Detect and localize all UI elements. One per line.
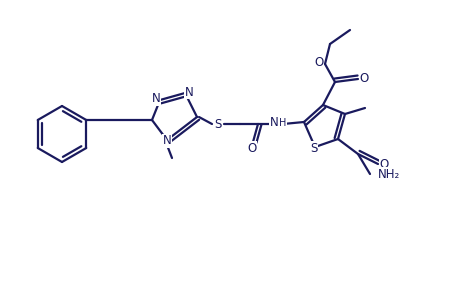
Text: NH₂: NH₂ — [378, 168, 400, 180]
Text: O: O — [314, 56, 324, 69]
Text: S: S — [310, 142, 318, 155]
Text: S: S — [214, 118, 222, 131]
Text: O: O — [379, 158, 389, 171]
Text: N: N — [152, 92, 160, 105]
Text: N: N — [163, 135, 171, 147]
Text: O: O — [360, 72, 368, 85]
Text: H: H — [279, 118, 286, 128]
Text: N: N — [269, 116, 278, 129]
Text: N: N — [184, 85, 193, 98]
Text: O: O — [248, 142, 257, 155]
